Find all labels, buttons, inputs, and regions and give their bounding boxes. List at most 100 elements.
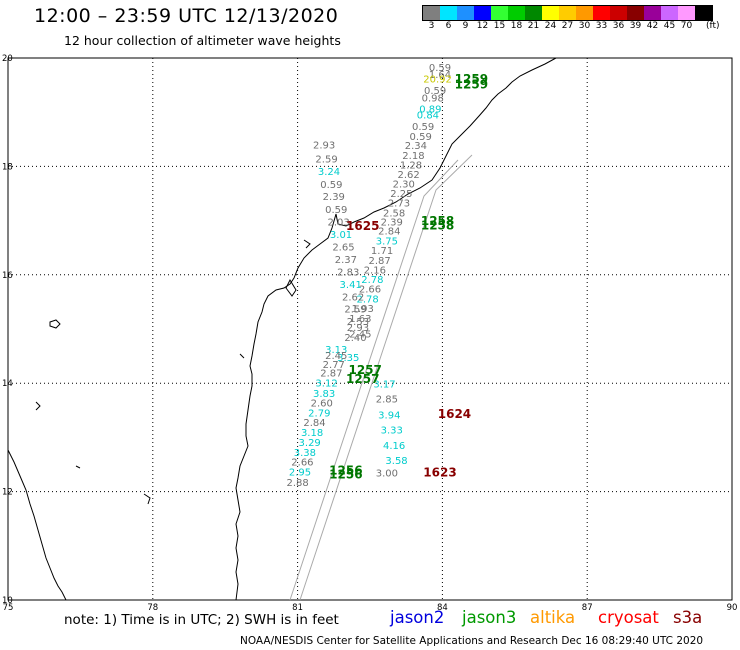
wave-height-label: 2.78 [356,294,378,305]
track-line [299,154,473,601]
pass-time-label: 1259 [455,77,488,91]
scale-label: 15 [493,21,506,31]
lon-tick-label: 78 [147,603,158,613]
pass-time-label: 1257 [346,372,379,386]
pass-time-label: 1624 [438,407,471,421]
lon-tick-label: 90 [727,603,738,613]
scale-swatch [508,6,525,20]
wave-height-label: 2.66 [359,285,381,296]
wave-height-label: 2.73 [388,199,410,210]
wave-height-label: 2.78 [361,275,383,286]
wave-height-label: 3.33 [381,426,403,437]
wave-height-label: 4.16 [383,441,405,452]
island-mark [303,239,311,249]
lon-tick-label: 75 [3,603,14,613]
scale-swatch [678,6,695,20]
legend-cryosat: cryosat [598,608,659,627]
wave-height-label: 3.00 [376,468,398,479]
lat-tick-label: 18 [2,162,13,172]
lake-outline [49,319,61,329]
pass-time-label: 1256 [329,463,362,477]
wave-height-label: 2.03 [327,217,349,228]
wave-height-label: 1.64 [429,70,451,81]
scale-label: 27 [561,21,574,31]
lat-tick-label: 20 [2,54,13,64]
chart-subtitle: 12 hour collection of altimeter wave hei… [64,33,341,48]
wave-height-label: 2.60 [311,399,333,410]
lon-tick-label: 81 [292,603,303,613]
lon-tick-label: 87 [582,603,593,613]
river-mark [35,401,41,411]
lat-tick-label: 16 [2,271,13,281]
scale-label: 18 [510,21,523,31]
wave-height-label: 0.84 [417,111,439,122]
wave-height-label: 2.93 [313,141,335,152]
scale-swatch [440,6,457,20]
lon-tick-label: 84 [437,603,448,613]
wave-height-label: 2.34 [405,141,427,152]
wave-height-label: 2.53 [347,317,369,328]
wave-height-label: 3.13 [325,345,347,356]
wave-height-label: 3.12 [315,378,337,389]
wave-height-label: 3.01 [330,230,352,241]
scale-label: 33 [595,21,608,31]
wave-height-label: 2.83 [337,267,359,278]
footer-credit: NOAA/NESDIS Center for Satellite Applica… [240,635,704,647]
wave-height-label: 2.87 [320,369,342,380]
wave-height-label: 1.63 [349,314,371,325]
scale-swatch [593,6,610,20]
scale-swatch [627,6,644,20]
wave-height-label: 2.39 [381,217,403,228]
coastline [7,57,557,601]
wave-height-label: 3.94 [378,410,400,421]
wave-height-label: 3.58 [385,456,407,467]
wave-height-label: 2.62 [342,292,364,303]
coastline-india-east [235,57,557,601]
coastline-inlet [285,278,297,297]
scale-swatch [542,6,559,20]
wave-height-label: 3.41 [340,280,362,291]
river-mark [239,353,245,359]
wave-height-label: 2.79 [308,408,330,419]
wave-height-label: 2.45 [325,351,347,362]
pass-time-label: 1625 [346,219,379,233]
legend-altika: altika [530,608,576,627]
scale-label: 9 [462,21,469,31]
wave-height-label: 2.87 [369,256,391,267]
pass-time-label: 1259 [455,72,488,86]
wave-height-label: 2.59 [315,155,337,166]
wave-height-label: 3.83 [313,389,335,400]
wave-height-label: 2.45 [349,330,371,341]
wave-height-label: 2.39 [323,192,345,203]
color-scale-labels: 3 6 9 12 15 18 21 24 27 30 33 36 39 42 45 70 [422,21,740,33]
legend-s3a: s3a [673,608,703,627]
wave-height-label: 2.59 [344,305,366,316]
scale-label: 21 [527,21,540,31]
scale-swatch [661,6,678,20]
wave-height-label: 2.66 [291,458,313,469]
wave-height-label: 2.84 [303,418,325,429]
wave-height-label: 3.38 [294,448,316,459]
color-scale-unit: (ft) [706,21,720,31]
pass-time-label: 1256 [329,468,362,482]
wave-height-label: 20.92 [423,74,452,85]
units-note: note: 1) Time is in UTC; 2) SWH is in fe… [64,612,339,628]
scale-label: 70 [680,21,693,31]
map-frame [7,57,733,601]
lat-tick-label: 14 [2,379,13,389]
wave-height-label: 2.62 [397,170,419,181]
legend-jason3: jason3 [462,608,517,627]
scale-swatch [695,6,712,20]
map-grid [7,57,733,601]
lat-tick-label: 12 [2,488,13,498]
wave-height-label: 3.18 [301,428,323,439]
wave-height-label: 2.30 [393,180,415,191]
satellite-tracks [289,154,473,601]
coastline-west [7,449,67,601]
wave-height-label: 2.65 [332,242,354,253]
wave-height-label: 3.75 [376,236,398,247]
scale-swatch [559,6,576,20]
wave-height-label: 2.84 [378,227,400,238]
axis-ticks: 75 78 81 84 87 90 10 12 14 16 18 20 [2,54,737,613]
